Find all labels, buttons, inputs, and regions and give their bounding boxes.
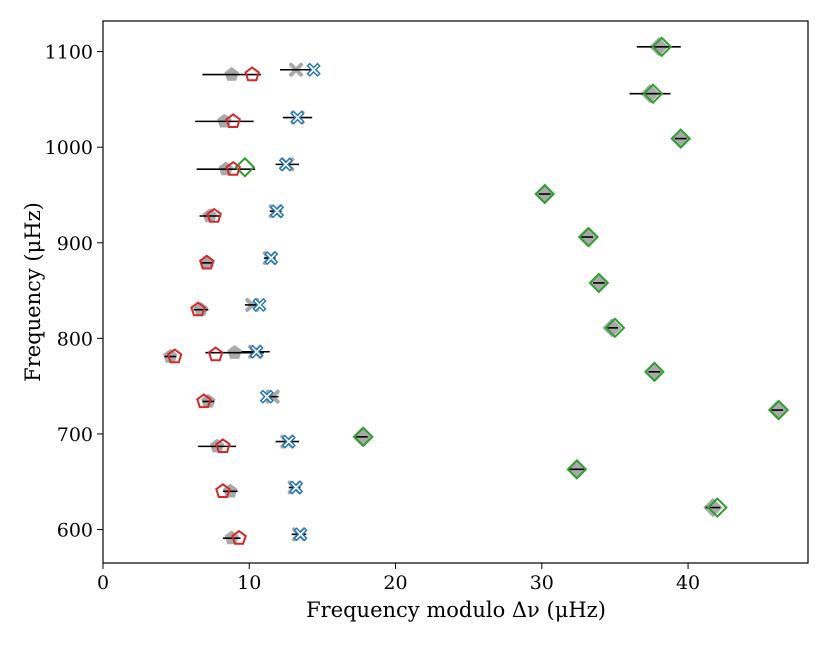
l-2-model-point: [215, 483, 231, 498]
x-axis-label: Frequency modulo Δν (μHz): [306, 598, 606, 622]
l-1-model-point: [261, 391, 272, 402]
x-tick-label: 30: [530, 572, 554, 594]
y-tick-label: 600: [57, 520, 93, 542]
l-2-model-point: [207, 346, 224, 362]
l-2-model-point: [225, 160, 241, 176]
l-0-model-point: [651, 36, 673, 58]
l-1-model-point: [280, 159, 291, 170]
x-tick-label: 40: [676, 572, 700, 594]
l-2-model-point: [190, 301, 206, 317]
l-0-model-point: [578, 226, 600, 248]
chart-axes: 0 10 20 30 40 600 700 800 900 1000 1100: [45, 42, 701, 594]
l-1-model-point: [291, 482, 302, 493]
l-2-model-point: [225, 113, 241, 128]
y-tick-label: 700: [57, 424, 93, 446]
x-tick-label: 0: [97, 572, 109, 594]
y-axis-label: Frequency (μHz): [21, 202, 45, 382]
l-1-model-point: [308, 64, 319, 75]
y-tick-label: 1000: [45, 137, 93, 159]
l-1-model-point: [251, 346, 262, 357]
y-tick-label: 900: [57, 233, 93, 255]
l-1-model-point: [295, 529, 306, 540]
l-1-model-point: [254, 299, 265, 310]
l-0-model-point: [604, 317, 626, 339]
l-0-model-point: [566, 458, 588, 480]
l-2-model-point: [199, 254, 215, 270]
l-0-model-point: [234, 156, 256, 178]
plot-frame: [102, 20, 809, 564]
l-1-model-point: [271, 206, 283, 217]
chart-marks: [163, 36, 790, 545]
x-tick-label: 10: [237, 572, 261, 594]
l-0-model-point: [670, 128, 692, 149]
y-tick-label: 1100: [45, 42, 93, 64]
l-2-model-point: [196, 393, 212, 409]
l-0-model-point: [642, 83, 664, 105]
l-0-model-point: [768, 399, 790, 421]
l-2-model-point: [206, 207, 222, 223]
l-2-model-point: [166, 348, 183, 364]
x-tick-label: 20: [383, 572, 407, 594]
l-0-model-point: [588, 272, 610, 294]
l-0-model-point: [644, 361, 665, 383]
l-1-model-point: [292, 112, 303, 123]
l-0-model-point: [352, 426, 374, 448]
l-2-model-point: [231, 529, 247, 545]
l-2-model-point: [244, 66, 260, 82]
y-tick-label: 800: [57, 328, 93, 350]
l-0-model-point: [706, 497, 728, 518]
l-1-model-point: [283, 436, 294, 447]
l-0-model-point: [534, 183, 556, 205]
l-2-model-point: [215, 438, 231, 453]
l-1-model-point: [266, 252, 277, 264]
